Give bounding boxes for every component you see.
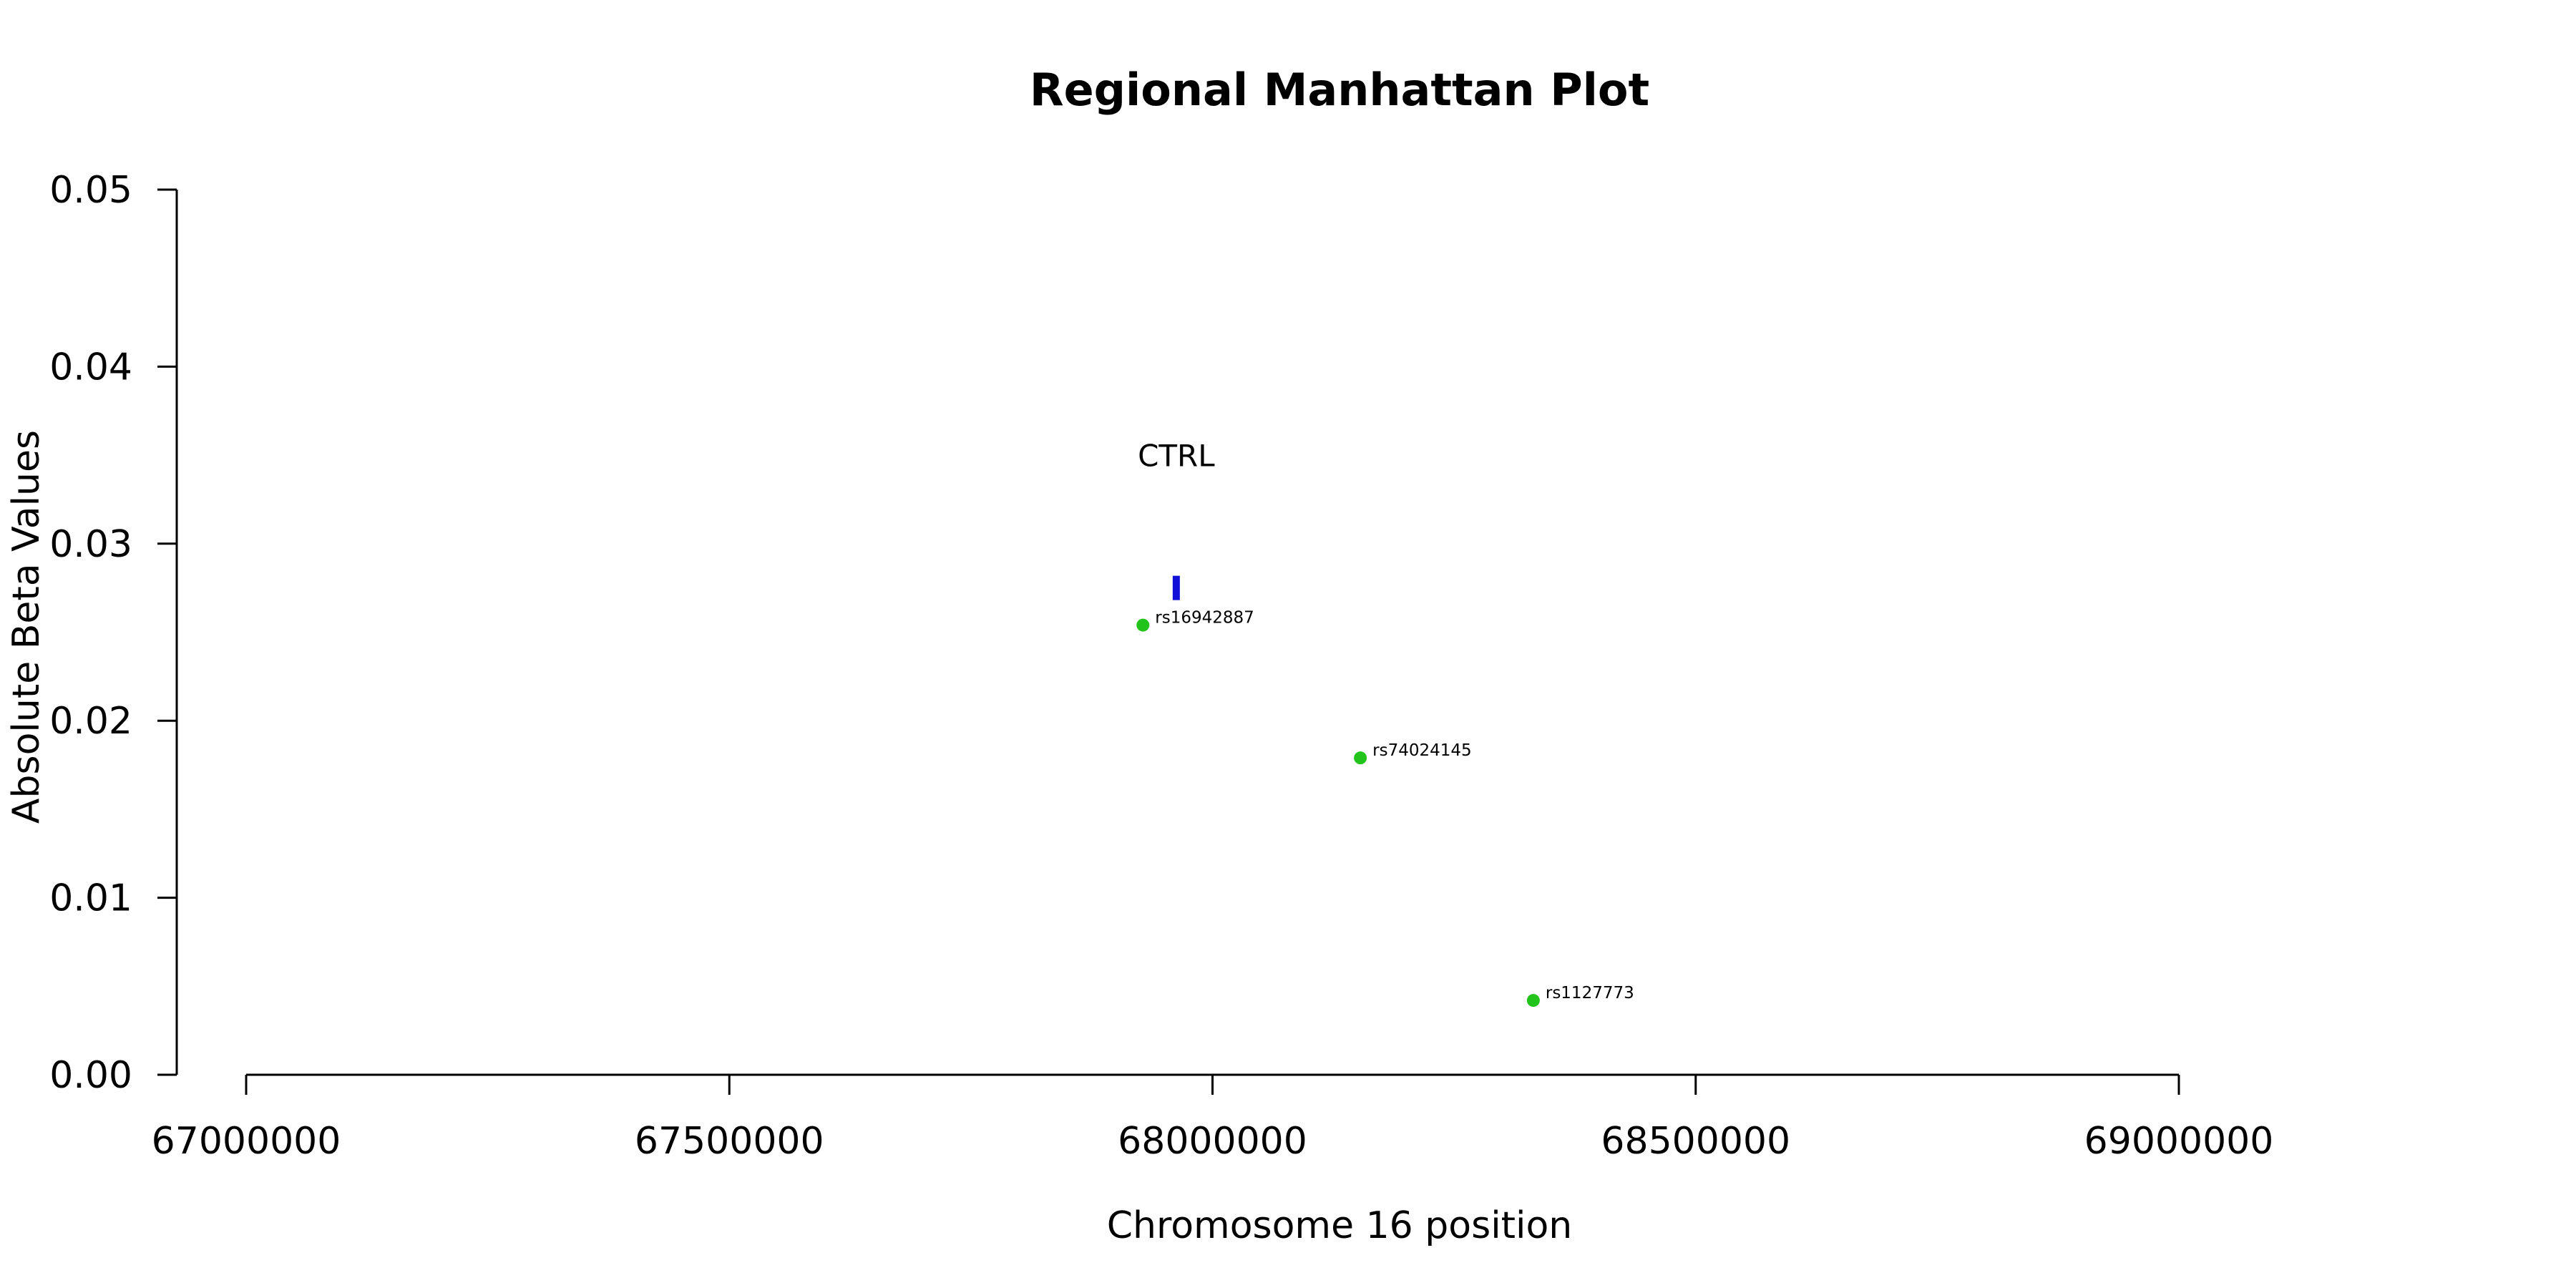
y-axis-ticks: 0.00 0.01 0.02 0.03 0.04 0.05: [49, 169, 177, 1097]
x-tick-label: 68000000: [1118, 1120, 1307, 1163]
x-axis-label: Chromosome 16 position: [1107, 1204, 1573, 1247]
y-tick-label: 0.00: [49, 1054, 132, 1097]
x-axis-ticks: 67000000 67500000 68000000 68500000 69000000: [152, 1075, 2274, 1163]
snp-label: rs16942887: [1155, 609, 1254, 628]
y-tick-label: 0.03: [49, 523, 132, 566]
snp-point: [1526, 994, 1540, 1008]
snp-point: [1354, 751, 1367, 765]
y-tick-label: 0.02: [49, 700, 132, 743]
x-tick-label: 69000000: [2084, 1120, 2274, 1163]
gene-track: CTRL: [1138, 439, 1215, 600]
y-tick-label: 0.05: [49, 169, 132, 212]
gene-label: CTRL: [1138, 439, 1215, 474]
snp-point: [1136, 618, 1150, 632]
y-tick-label: 0.01: [49, 877, 132, 920]
chart-title: Regional Manhattan Plot: [1030, 64, 1649, 116]
x-tick-label: 67500000: [635, 1120, 824, 1163]
y-axis-label: Absolute Beta Values: [5, 430, 48, 824]
x-tick-label: 68500000: [1601, 1120, 1790, 1163]
snp-label: rs1127773: [1546, 984, 1634, 1002]
x-tick-label: 67000000: [152, 1120, 341, 1163]
y-tick-label: 0.04: [49, 346, 132, 389]
snp-points: rs16942887 rs74024145 rs1127773: [1136, 609, 1634, 1008]
gene-mark: [1172, 575, 1180, 600]
snp-label: rs74024145: [1372, 741, 1472, 760]
